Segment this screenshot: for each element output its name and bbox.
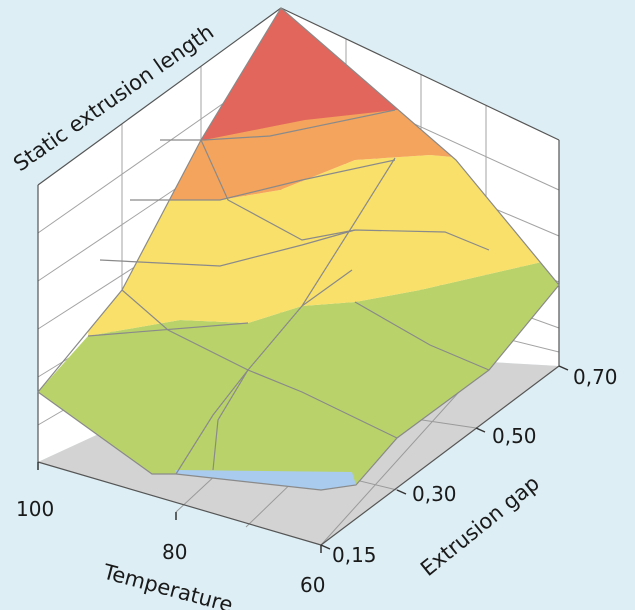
tick-marks xyxy=(37,365,569,553)
y-tick-label-0-30: 0,30 xyxy=(412,482,457,506)
band-mid xyxy=(38,258,559,490)
surface-mesh xyxy=(37,7,560,491)
x-tick-label-60: 60 xyxy=(300,573,325,597)
x-tick-label-100: 100 xyxy=(16,497,54,521)
x-tick-label-80: 80 xyxy=(162,540,187,564)
y-tick-label-0-70: 0,70 xyxy=(573,365,618,389)
y-tick-label-0-15: 0,15 xyxy=(332,543,377,567)
x-axis-label: Temperature xyxy=(100,559,236,610)
y-tick-label-0-50: 0,50 xyxy=(492,424,537,448)
